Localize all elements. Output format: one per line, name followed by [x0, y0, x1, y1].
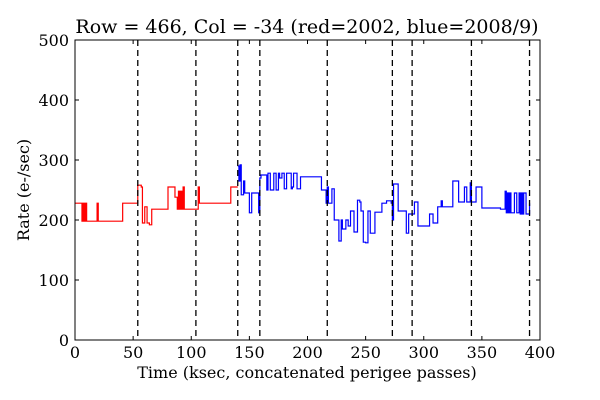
chart-title: Row = 466, Col = -34 (red=2002, blue=200…	[75, 16, 538, 38]
plot-frame	[74, 39, 541, 341]
x-tick-label-200: 200	[292, 343, 323, 362]
x-axis-label: Time (ksec, concatenated perigee passes)	[137, 363, 477, 382]
x-tick-label-100: 100	[176, 343, 207, 362]
x-tick-label-150: 150	[234, 343, 265, 362]
x-tick-label-300: 300	[408, 343, 439, 362]
y-tick-label-200: 200	[38, 211, 69, 230]
tick-layer: 0 50 100 150 200 250 300 350 400 0 100 200 300 400 500	[38, 31, 555, 362]
series-layer	[75, 164, 531, 244]
y-tick-label-0: 0	[59, 331, 69, 350]
vline-layer	[137, 40, 531, 340]
y-tick-label-100: 100	[38, 271, 69, 290]
y-tick-label-500: 500	[38, 31, 69, 50]
x-tick-label-250: 250	[350, 343, 381, 362]
y-tick-label-400: 400	[38, 91, 69, 110]
y-axis-label: Rate (e-/sec)	[14, 139, 33, 241]
x-tick-label-400: 400	[525, 343, 556, 362]
series-line-2	[237, 164, 531, 244]
x-tick-label-50: 50	[123, 343, 143, 362]
x-tick-label-0: 0	[70, 343, 80, 362]
series-line-1	[75, 184, 238, 226]
y-tick-label-300: 300	[38, 151, 69, 170]
x-tick-label-350: 350	[467, 343, 498, 362]
